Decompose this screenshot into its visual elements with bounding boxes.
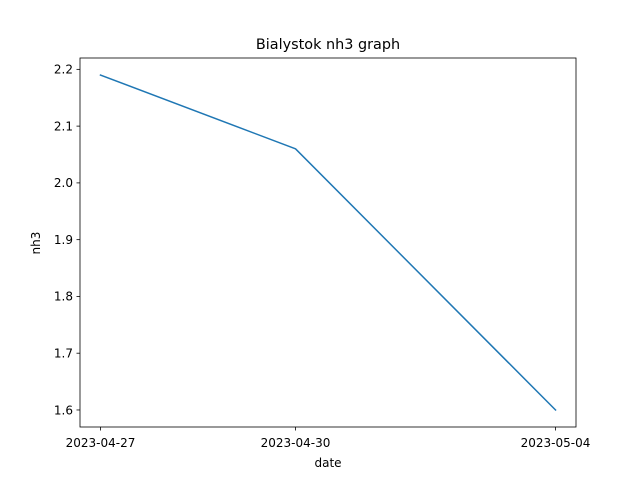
x-tick-label: 2023-05-04 [521,436,591,450]
x-axis: 2023-04-27 2023-04-30 2023-05-04 [66,427,591,450]
plot-area [79,57,577,428]
y-axis: 1.6 1.7 1.8 1.9 2.0 2.1 2.2 [54,63,80,417]
y-tick-label: 1.8 [54,290,73,304]
y-tick-label: 2.2 [54,63,73,77]
x-tick-label: 2023-04-30 [261,436,331,450]
y-tick-label: 1.9 [54,233,73,247]
chart-title: Bialystok nh3 graph [256,37,400,53]
y-axis-label: nh3 [29,232,43,255]
y-tick-label: 1.7 [54,347,73,361]
y-tick-label: 2.1 [54,119,73,133]
series-layer [99,74,557,412]
axes-frame [79,57,577,428]
series-line [99,74,557,412]
x-axis-label: date [314,456,341,470]
y-tick-label: 2.0 [54,176,73,190]
y-tick-label: 1.6 [54,403,73,417]
x-tick-label: 2023-04-27 [66,436,136,450]
